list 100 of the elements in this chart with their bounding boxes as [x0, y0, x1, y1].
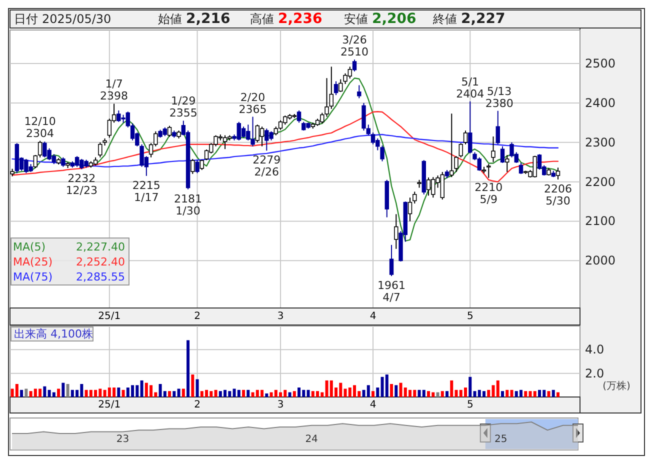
bar [52, 392, 56, 397]
bar [186, 340, 190, 397]
annotation: 2181 1/30 [174, 192, 202, 218]
candlestick [195, 160, 200, 174]
bar [376, 388, 380, 397]
candlestick [107, 118, 112, 138]
candlestick [463, 130, 468, 145]
annotation: 2215 1/17 [132, 178, 160, 204]
annotation: 2,227.40 [76, 240, 125, 254]
bar [450, 380, 454, 397]
candlestick [556, 167, 560, 180]
bar [556, 392, 560, 397]
candlestick [190, 158, 195, 174]
bar [242, 390, 246, 397]
text: 日付 2025/05/30 [14, 12, 112, 26]
candlestick [255, 124, 260, 143]
bar [191, 374, 194, 397]
bar [306, 390, 310, 397]
x-tick-label: 4 [370, 311, 376, 322]
annotation: 2206 5/30 [544, 182, 572, 208]
annotation: 1/29 2355 [169, 94, 198, 120]
x-tick-label: 25/1 [98, 400, 121, 410]
candlestick [370, 132, 376, 145]
x-tick-label: 5 [466, 311, 474, 322]
y-tick-label: 2000 [585, 254, 616, 268]
candlestick [200, 159, 204, 170]
x-tick-label: 2 [194, 311, 200, 322]
candlestick [352, 59, 357, 72]
bar [66, 384, 70, 397]
bar [366, 385, 370, 397]
bar [288, 392, 292, 397]
candlestick [167, 125, 172, 138]
bar [168, 391, 172, 397]
x-tick-label: 23 [116, 434, 130, 445]
bar [117, 388, 120, 397]
candlestick [296, 110, 302, 124]
annotation: 2/20 2365 [238, 90, 267, 116]
candlestick [408, 197, 412, 222]
candlestick [357, 84, 362, 99]
text: 高値 2,236 [250, 11, 322, 27]
y-tick-label: 2200 [585, 174, 616, 189]
bar [446, 391, 449, 397]
candlestick [454, 156, 458, 172]
text: MA(25) [13, 256, 53, 268]
annotation: 2210 5/9 [474, 180, 503, 206]
candlestick [324, 78, 329, 118]
bar [506, 390, 509, 397]
candlestick [38, 140, 42, 158]
candlestick [518, 162, 524, 174]
bar [510, 390, 514, 397]
candlestick [260, 126, 264, 147]
candlestick [426, 176, 431, 196]
x-tick-label: 24 [305, 434, 318, 445]
candlestick [389, 244, 394, 277]
bar [394, 385, 398, 397]
bar [122, 390, 125, 397]
bar [140, 380, 144, 397]
bar [57, 388, 60, 397]
bar [468, 376, 472, 397]
bar [298, 388, 301, 397]
annotation: 3/26 2510 [340, 34, 369, 59]
candlestick [458, 142, 463, 158]
bar [440, 391, 444, 397]
candlestick [496, 110, 500, 145]
annotation: 12/10 2304 [24, 114, 56, 140]
bar [427, 391, 430, 397]
bar [496, 380, 500, 397]
candlestick [505, 154, 510, 172]
candlestick [33, 154, 38, 169]
text: 終値 2,227 [432, 11, 506, 27]
y-tick-label: 2.0 [585, 366, 604, 380]
y-tick-label: 4.0 [585, 342, 604, 357]
y-tick-label: 2300 [585, 135, 616, 150]
x-tick-label: 5 [466, 400, 474, 410]
y-tick-label: 2100 [585, 214, 616, 228]
candlestick [338, 78, 343, 92]
bar [172, 391, 176, 397]
x-tick-label: 25/1 [98, 311, 121, 322]
text: 始値 2,216 [158, 11, 230, 27]
candlestick [500, 146, 505, 164]
annotation: 1/7 2398 [100, 78, 128, 103]
bar [182, 388, 185, 397]
bar [372, 391, 375, 397]
text: MA(75) [13, 270, 53, 284]
bar [552, 390, 555, 397]
bar [422, 390, 426, 397]
annotation: 5/1 2404 [456, 75, 484, 100]
x-tick-label: 25 [494, 434, 508, 445]
candlestick [412, 191, 417, 204]
bar [177, 388, 180, 397]
text: 安値 2,206 [344, 11, 416, 27]
annotation: 2,285.55 [76, 270, 125, 284]
y-tick-label: 2500 [585, 56, 616, 71]
bar [24, 388, 28, 397]
y-tick-label: 2400 [585, 96, 616, 110]
bar [292, 391, 296, 397]
text: MA(5) [13, 240, 46, 254]
bar [524, 391, 528, 397]
candlestick [380, 145, 384, 162]
bar [62, 382, 65, 397]
